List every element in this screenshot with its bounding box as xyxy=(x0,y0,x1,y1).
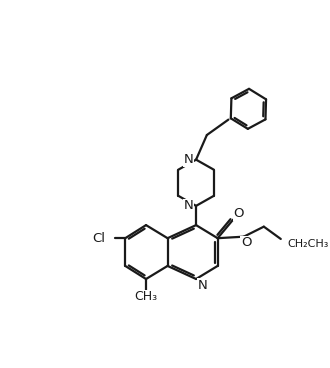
Text: N: N xyxy=(197,279,207,292)
Text: N: N xyxy=(183,153,193,166)
Text: O: O xyxy=(233,207,244,220)
Text: CH₂CH₃: CH₂CH₃ xyxy=(287,239,328,250)
Text: O: O xyxy=(241,236,251,250)
Text: N: N xyxy=(183,199,193,212)
Text: CH₃: CH₃ xyxy=(134,290,158,303)
Text: Cl: Cl xyxy=(92,232,105,245)
